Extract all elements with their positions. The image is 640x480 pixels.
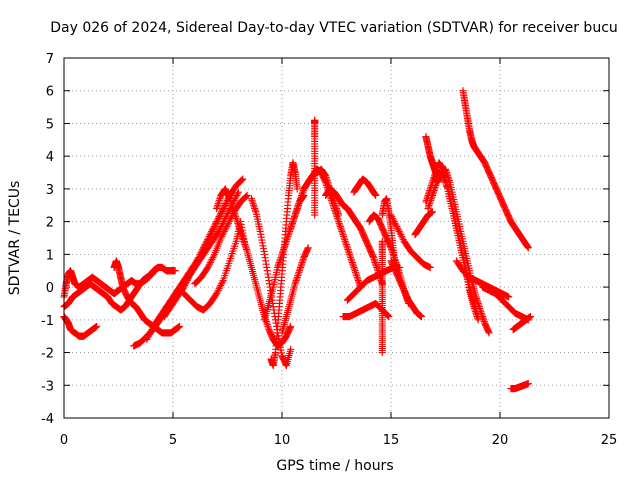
plus-marker — [311, 116, 319, 124]
y-tick-label: 5 — [46, 117, 54, 132]
chart-title: Day 026 of 2024, Sidereal Day-to-day VTE… — [50, 20, 618, 36]
y-tick-label: 1 — [46, 248, 54, 263]
y-tick-label: -2 — [41, 347, 54, 362]
data-points — [60, 87, 535, 393]
y-tick-label: -3 — [41, 379, 54, 394]
series-track-11 — [247, 195, 295, 370]
x-tick-label: 20 — [492, 433, 509, 448]
series-track-03 — [60, 267, 160, 314]
plus-marker — [505, 293, 513, 301]
series-track-01 — [60, 312, 101, 340]
y-tick-label: 4 — [46, 150, 54, 165]
plus-marker — [234, 188, 242, 196]
series-track-33 — [459, 87, 532, 252]
series-track-25 — [387, 257, 426, 321]
plus-marker — [93, 322, 101, 330]
plus-marker — [239, 175, 247, 183]
plus-marker — [372, 191, 380, 200]
y-tick-label: 7 — [46, 52, 54, 67]
x-tick-label: 10 — [274, 433, 291, 448]
series-track-35 — [509, 312, 535, 334]
plus-marker — [287, 322, 295, 330]
series-track-32 — [452, 257, 513, 301]
plus-marker — [485, 329, 493, 337]
plus-marker — [171, 267, 179, 275]
plus-marker — [304, 244, 312, 252]
x-tick-label: 25 — [601, 433, 618, 448]
x-tick-labels: 0 5 10 15 20 25 — [60, 433, 617, 448]
plus-marker — [175, 322, 184, 330]
plus-marker — [417, 312, 426, 321]
plus-marker — [524, 380, 532, 388]
plus-marker — [524, 244, 532, 252]
series-track-36 — [507, 380, 532, 393]
y-tick-label: 0 — [46, 281, 54, 296]
series-track-26 — [387, 211, 434, 272]
x-axis-label: GPS time / hours — [276, 458, 393, 474]
y-tick-label: -1 — [41, 314, 54, 329]
plus-marker — [384, 312, 392, 320]
y-tick-label: 2 — [46, 216, 54, 231]
plus-marker — [378, 237, 386, 245]
plus-marker — [242, 192, 250, 200]
plus-marker — [238, 176, 246, 184]
y-tick-label: 3 — [46, 183, 54, 198]
plus-marker — [385, 312, 393, 321]
plus-marker — [293, 185, 301, 193]
plus-marker — [243, 191, 251, 200]
plus-marker — [287, 345, 295, 353]
series-track-14 — [278, 244, 312, 337]
x-tick-label: 15 — [383, 433, 400, 448]
plus-marker — [428, 208, 436, 216]
series-track-27 — [411, 208, 436, 239]
series-track-24 — [378, 195, 399, 272]
series-track-23 — [378, 237, 386, 357]
plus-marker — [152, 267, 160, 275]
y-tick-labels: -4 -3 -2 -1 0 1 2 3 4 5 6 7 — [41, 52, 54, 427]
plus-marker — [526, 312, 535, 321]
y-tick-label: -4 — [41, 412, 54, 427]
plus-marker — [426, 263, 434, 272]
x-tick-label: 0 — [60, 433, 68, 448]
plot-frame — [63, 57, 610, 419]
y-axis-label: SDTVAR / TECUs — [7, 181, 23, 296]
x-tick-label: 5 — [169, 433, 177, 448]
series-track-07 — [160, 175, 247, 321]
plus-marker — [474, 312, 482, 321]
series-track-21 — [350, 175, 380, 200]
series-track-09 — [191, 191, 251, 288]
y-tick-label: 6 — [46, 85, 54, 100]
